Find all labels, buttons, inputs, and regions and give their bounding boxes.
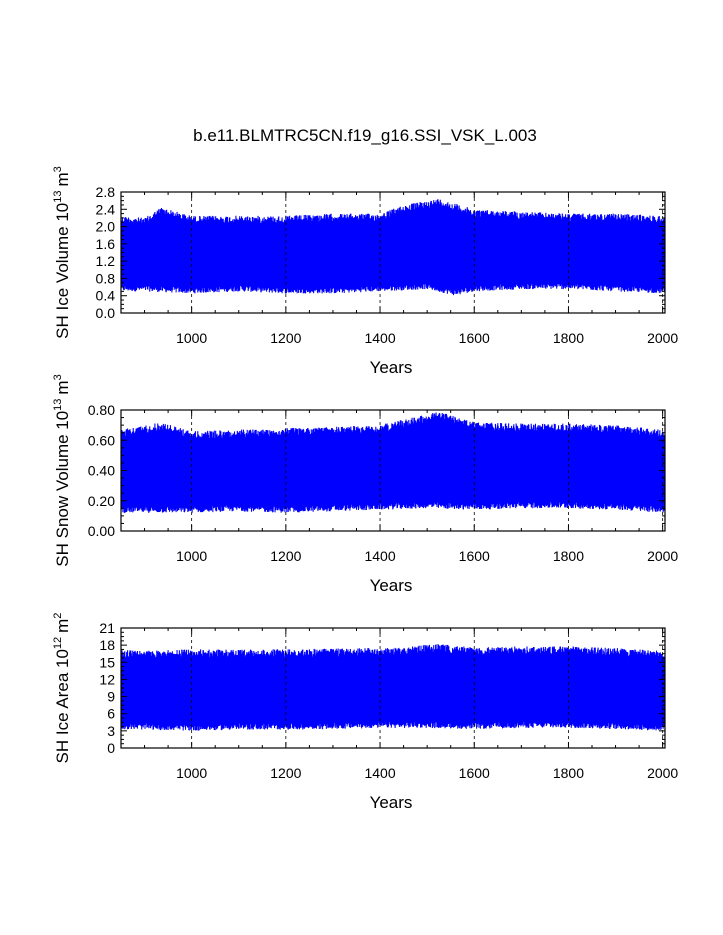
y-tick-label: 3 xyxy=(107,723,115,739)
x-tick-label: 1800 xyxy=(553,765,584,781)
x-axis-title: Years xyxy=(370,793,413,812)
y-tick-label: 0.20 xyxy=(88,493,115,509)
x-tick-label: 1000 xyxy=(176,548,207,564)
x-tick-label: 1800 xyxy=(553,548,584,564)
x-tick-label: 1600 xyxy=(459,765,490,781)
x-tick-label: 1400 xyxy=(364,548,395,564)
x-tick-label: 1800 xyxy=(553,330,584,346)
chart-panel-1: 1000 1200 1400 1600 1800 20000.00.40.81.21.62… xyxy=(52,166,678,377)
series-line-2-1 xyxy=(121,412,665,513)
x-tick-label: 2000 xyxy=(647,330,678,346)
y-tick-label: 0.8 xyxy=(96,270,116,286)
y-tick-label: 9 xyxy=(107,689,115,705)
x-axis-title: Years xyxy=(370,576,413,595)
y-axis-title-text: SH Snow Volume 10 xyxy=(53,411,72,567)
y-tick-label: 21 xyxy=(99,620,115,636)
y-axis-title: SH Ice Area 1012 m2 xyxy=(52,613,72,764)
x-axis-title: Years xyxy=(370,358,413,377)
panels: 1000 1200 1400 1600 1800 20000.00.40.81.21.62… xyxy=(52,166,678,812)
x-tick-label: 1200 xyxy=(270,330,301,346)
series-line-3-1 xyxy=(121,644,665,731)
y-axis-title-unit-exponent: 3 xyxy=(52,166,64,172)
y-tick-label: 1.2 xyxy=(96,253,116,269)
x-tick-label: 1200 xyxy=(270,765,301,781)
y-tick-label: 0.4 xyxy=(96,288,116,304)
x-tick-label: 1400 xyxy=(364,765,395,781)
y-tick-label: 0.00 xyxy=(88,523,115,539)
y-axis-title-unit-exponent: 2 xyxy=(52,613,64,619)
y-axis-title-unit: m xyxy=(53,380,72,394)
chart-panel-3: 1000 1200 1400 1600 1800 2000036912151821Year… xyxy=(52,613,678,812)
y-tick-label: 18 xyxy=(99,637,115,653)
x-tick-label: 1000 xyxy=(176,330,207,346)
y-axis-title-unit: m xyxy=(53,619,72,633)
x-tick-label: 1600 xyxy=(459,330,490,346)
y-axis-title: SH Snow Volume 1013 m3 xyxy=(52,374,72,566)
x-tick-label: 1400 xyxy=(364,330,395,346)
x-tick-label: 1200 xyxy=(270,548,301,564)
y-tick-label: 2.0 xyxy=(96,219,116,235)
y-tick-label: 0 xyxy=(107,740,115,756)
main-title: b.e11.BLMTRC5CN.f19_g16.SSI_VSK_L.003 xyxy=(193,126,537,145)
y-tick-label: 6 xyxy=(107,706,115,722)
y-axis-title-exponent: 13 xyxy=(52,399,64,411)
y-tick-label: 1.6 xyxy=(96,236,116,252)
x-tick-label: 1000 xyxy=(176,765,207,781)
y-axis-title-exponent: 13 xyxy=(52,190,64,202)
x-tick-label: 2000 xyxy=(647,548,678,564)
y-tick-label: 2.4 xyxy=(96,201,116,217)
series-line-1-1 xyxy=(121,199,665,296)
y-axis-title-unit: m xyxy=(53,172,72,186)
y-tick-label: 0.0 xyxy=(96,305,116,321)
y-tick-label: 2.8 xyxy=(96,184,116,200)
y-axis-title-exponent: 12 xyxy=(52,637,64,649)
y-tick-label: 0.40 xyxy=(88,463,115,479)
chart-panel-2: 1000 1200 1400 1600 1800 2000 0.00 0.20 0.40 0.60… xyxy=(52,374,678,595)
y-tick-label: 12 xyxy=(99,671,115,687)
y-tick-label: 15 xyxy=(99,654,115,670)
y-axis-title-text: SH Ice Area 10 xyxy=(53,649,72,763)
x-tick-label: 2000 xyxy=(647,765,678,781)
y-axis-title-text: SH Ice Volume 10 xyxy=(53,203,72,339)
y-tick-label: 0.60 xyxy=(88,432,115,448)
x-tick-label: 1600 xyxy=(459,548,490,564)
y-axis-title: SH Ice Volume 1013 m3 xyxy=(52,166,72,339)
y-axis-title-unit-exponent: 3 xyxy=(52,374,64,380)
y-tick-label: 0.80 xyxy=(88,402,115,418)
